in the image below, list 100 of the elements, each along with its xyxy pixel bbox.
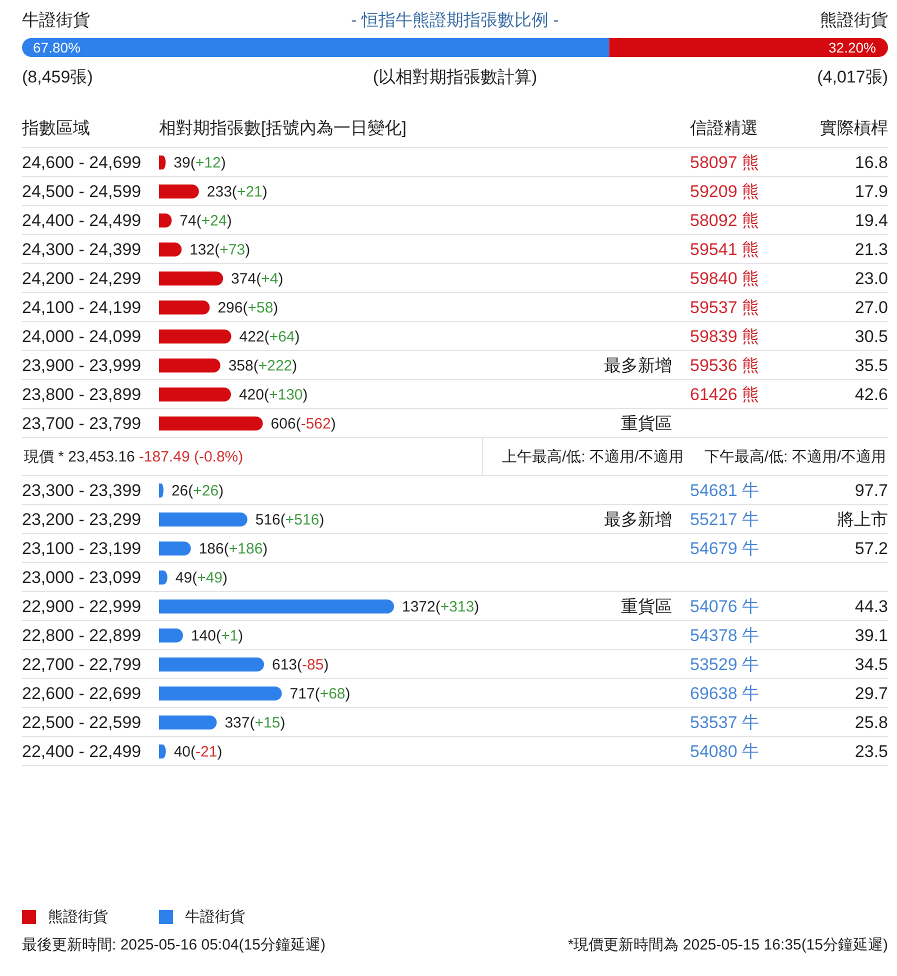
cell: 59840 熊 bbox=[690, 269, 759, 288]
cell: 69638 牛 bbox=[690, 684, 759, 703]
value-label: 74(+24) bbox=[180, 212, 232, 229]
cell: 最多新增 bbox=[604, 356, 672, 375]
category-label: 24,100 - 24,199 bbox=[22, 298, 142, 317]
cell: 34.5 bbox=[854, 655, 888, 674]
category-label: 22,800 - 22,899 bbox=[22, 626, 142, 645]
category-label: 22,500 - 22,599 bbox=[22, 713, 142, 732]
cell: 97.7 bbox=[854, 481, 888, 500]
cell: 17.9 bbox=[854, 182, 888, 201]
value-label: 613(-85) bbox=[272, 656, 329, 673]
category-label: 24,500 - 24,599 bbox=[22, 182, 142, 201]
value-label: 233(+21) bbox=[206, 183, 268, 200]
value-label: 422(+64) bbox=[239, 328, 300, 345]
cell: 42.6 bbox=[854, 385, 888, 404]
cell: 54076 牛 bbox=[690, 597, 759, 616]
cell: 54679 牛 bbox=[690, 539, 759, 558]
cell: 58092 熊 bbox=[690, 211, 759, 230]
cell: 23.5 bbox=[854, 742, 888, 761]
xlabel: 相對期指張數[括號內為一日變化] bbox=[159, 118, 406, 138]
value-label: 374(+4) bbox=[231, 270, 284, 287]
annotation: *現價更新時間為 2025-05-15 16:35(15分鐘延遲) bbox=[568, 936, 888, 954]
value-label: 39(+12) bbox=[174, 154, 226, 171]
cell: 27.0 bbox=[854, 298, 888, 317]
column-title: 信證精選 bbox=[690, 118, 758, 138]
cell: 35.5 bbox=[854, 356, 888, 375]
cell: 16.8 bbox=[854, 153, 888, 172]
cell: 53529 牛 bbox=[690, 655, 759, 674]
value-label: 606(-562) bbox=[270, 415, 336, 432]
value-label: 49(+49) bbox=[175, 569, 228, 586]
cell: 重貨區 bbox=[621, 597, 672, 616]
category-label: 24,400 - 24,499 bbox=[22, 211, 142, 230]
legend-label: 熊證街貨 bbox=[48, 908, 108, 926]
annotation: 上午最高/低: 不適用/不適用 bbox=[502, 448, 684, 466]
category-label: 23,700 - 23,799 bbox=[22, 414, 142, 433]
category-label: 23,300 - 23,399 bbox=[22, 481, 142, 500]
category-label: 22,400 - 22,499 bbox=[22, 742, 142, 761]
cell: 59839 熊 bbox=[690, 327, 759, 346]
data-label: 32.20% bbox=[828, 40, 876, 56]
category-label: 23,000 - 23,099 bbox=[22, 568, 142, 587]
category-label: 24,000 - 24,099 bbox=[22, 327, 142, 346]
cell: 53537 牛 bbox=[690, 713, 759, 732]
annotation: -187.49 (-0.8%) bbox=[138, 448, 244, 466]
category-label: 23,900 - 23,999 bbox=[22, 356, 142, 375]
cell: 23.0 bbox=[854, 269, 888, 288]
series-name: 熊證街貨 bbox=[820, 10, 888, 30]
cell: 44.3 bbox=[854, 597, 888, 616]
data-label: 67.80% bbox=[33, 40, 80, 56]
cell: 將上市 bbox=[837, 510, 888, 529]
category-label: 23,100 - 23,199 bbox=[22, 539, 142, 558]
value-label: 140(+1) bbox=[190, 627, 244, 644]
value-label: 717(+68) bbox=[290, 685, 350, 702]
category-label: 22,700 - 22,799 bbox=[22, 655, 142, 674]
value-label: 420(+130) bbox=[238, 386, 308, 403]
legend-label: 牛證街貨 bbox=[185, 908, 245, 926]
value-label: 516(+516) bbox=[255, 511, 324, 528]
category-label: 23,200 - 23,299 bbox=[22, 510, 142, 529]
cell: 57.2 bbox=[854, 539, 888, 558]
category-label: 22,600 - 22,699 bbox=[22, 684, 142, 703]
value-label: 186(+186) bbox=[198, 540, 268, 557]
annotation: 下午最高/低: 不適用/不適用 bbox=[704, 448, 886, 466]
annotation: 最後更新時間: 2025-05-16 05:04(15分鐘延遲) bbox=[22, 936, 326, 954]
cell: 54080 牛 bbox=[690, 742, 759, 761]
value-label: 337(+15) bbox=[224, 714, 286, 731]
cell: 59537 熊 bbox=[690, 298, 759, 317]
cell: 21.3 bbox=[854, 240, 888, 259]
category-label: 22,900 - 22,999 bbox=[22, 597, 142, 616]
title: - 恒指牛熊證期指張數比例 - bbox=[351, 10, 559, 30]
value-label: 296(+58) bbox=[218, 299, 278, 316]
cell: 61426 熊 bbox=[690, 385, 759, 404]
category-label: 24,600 - 24,699 bbox=[22, 153, 142, 172]
cell: 54378 牛 bbox=[690, 626, 759, 645]
value-label: 1372(+313) bbox=[402, 598, 480, 615]
annotation: (以相對期指張數計算) bbox=[372, 68, 538, 86]
cell: 25.8 bbox=[854, 713, 888, 732]
cell: 最多新增 bbox=[604, 510, 672, 529]
cell: 59209 熊 bbox=[690, 182, 759, 201]
cell: 重貨區 bbox=[621, 414, 672, 433]
cell: 54681 牛 bbox=[690, 481, 759, 500]
cell: 55217 牛 bbox=[690, 510, 759, 529]
category-label: 24,200 - 24,299 bbox=[22, 269, 142, 288]
cell: 39.1 bbox=[854, 626, 888, 645]
category-label: 23,800 - 23,899 bbox=[22, 385, 142, 404]
series-name: 牛證街貨 bbox=[22, 10, 90, 30]
cell: 19.4 bbox=[854, 211, 888, 230]
annotation: (8,459張) bbox=[22, 68, 93, 86]
value-label: 40(-21) bbox=[174, 743, 222, 760]
cell: 59536 熊 bbox=[690, 356, 759, 375]
cell: 58097 熊 bbox=[690, 153, 759, 172]
value-label: 358(+222) bbox=[228, 357, 298, 374]
annotation: (4,017張) bbox=[817, 68, 888, 86]
value-label: 26(+26) bbox=[171, 482, 224, 499]
ylabel: 指數區域 bbox=[22, 118, 90, 138]
annotation: 現價 * 23,453.16 bbox=[24, 448, 135, 466]
cell: 59541 熊 bbox=[690, 240, 759, 259]
cell: 29.7 bbox=[854, 684, 888, 703]
category-label: 24,300 - 24,399 bbox=[22, 240, 142, 259]
cell: 30.5 bbox=[854, 327, 888, 346]
value-label: 132(+73) bbox=[190, 241, 250, 258]
column-title: 實際槓桿 bbox=[820, 118, 888, 138]
